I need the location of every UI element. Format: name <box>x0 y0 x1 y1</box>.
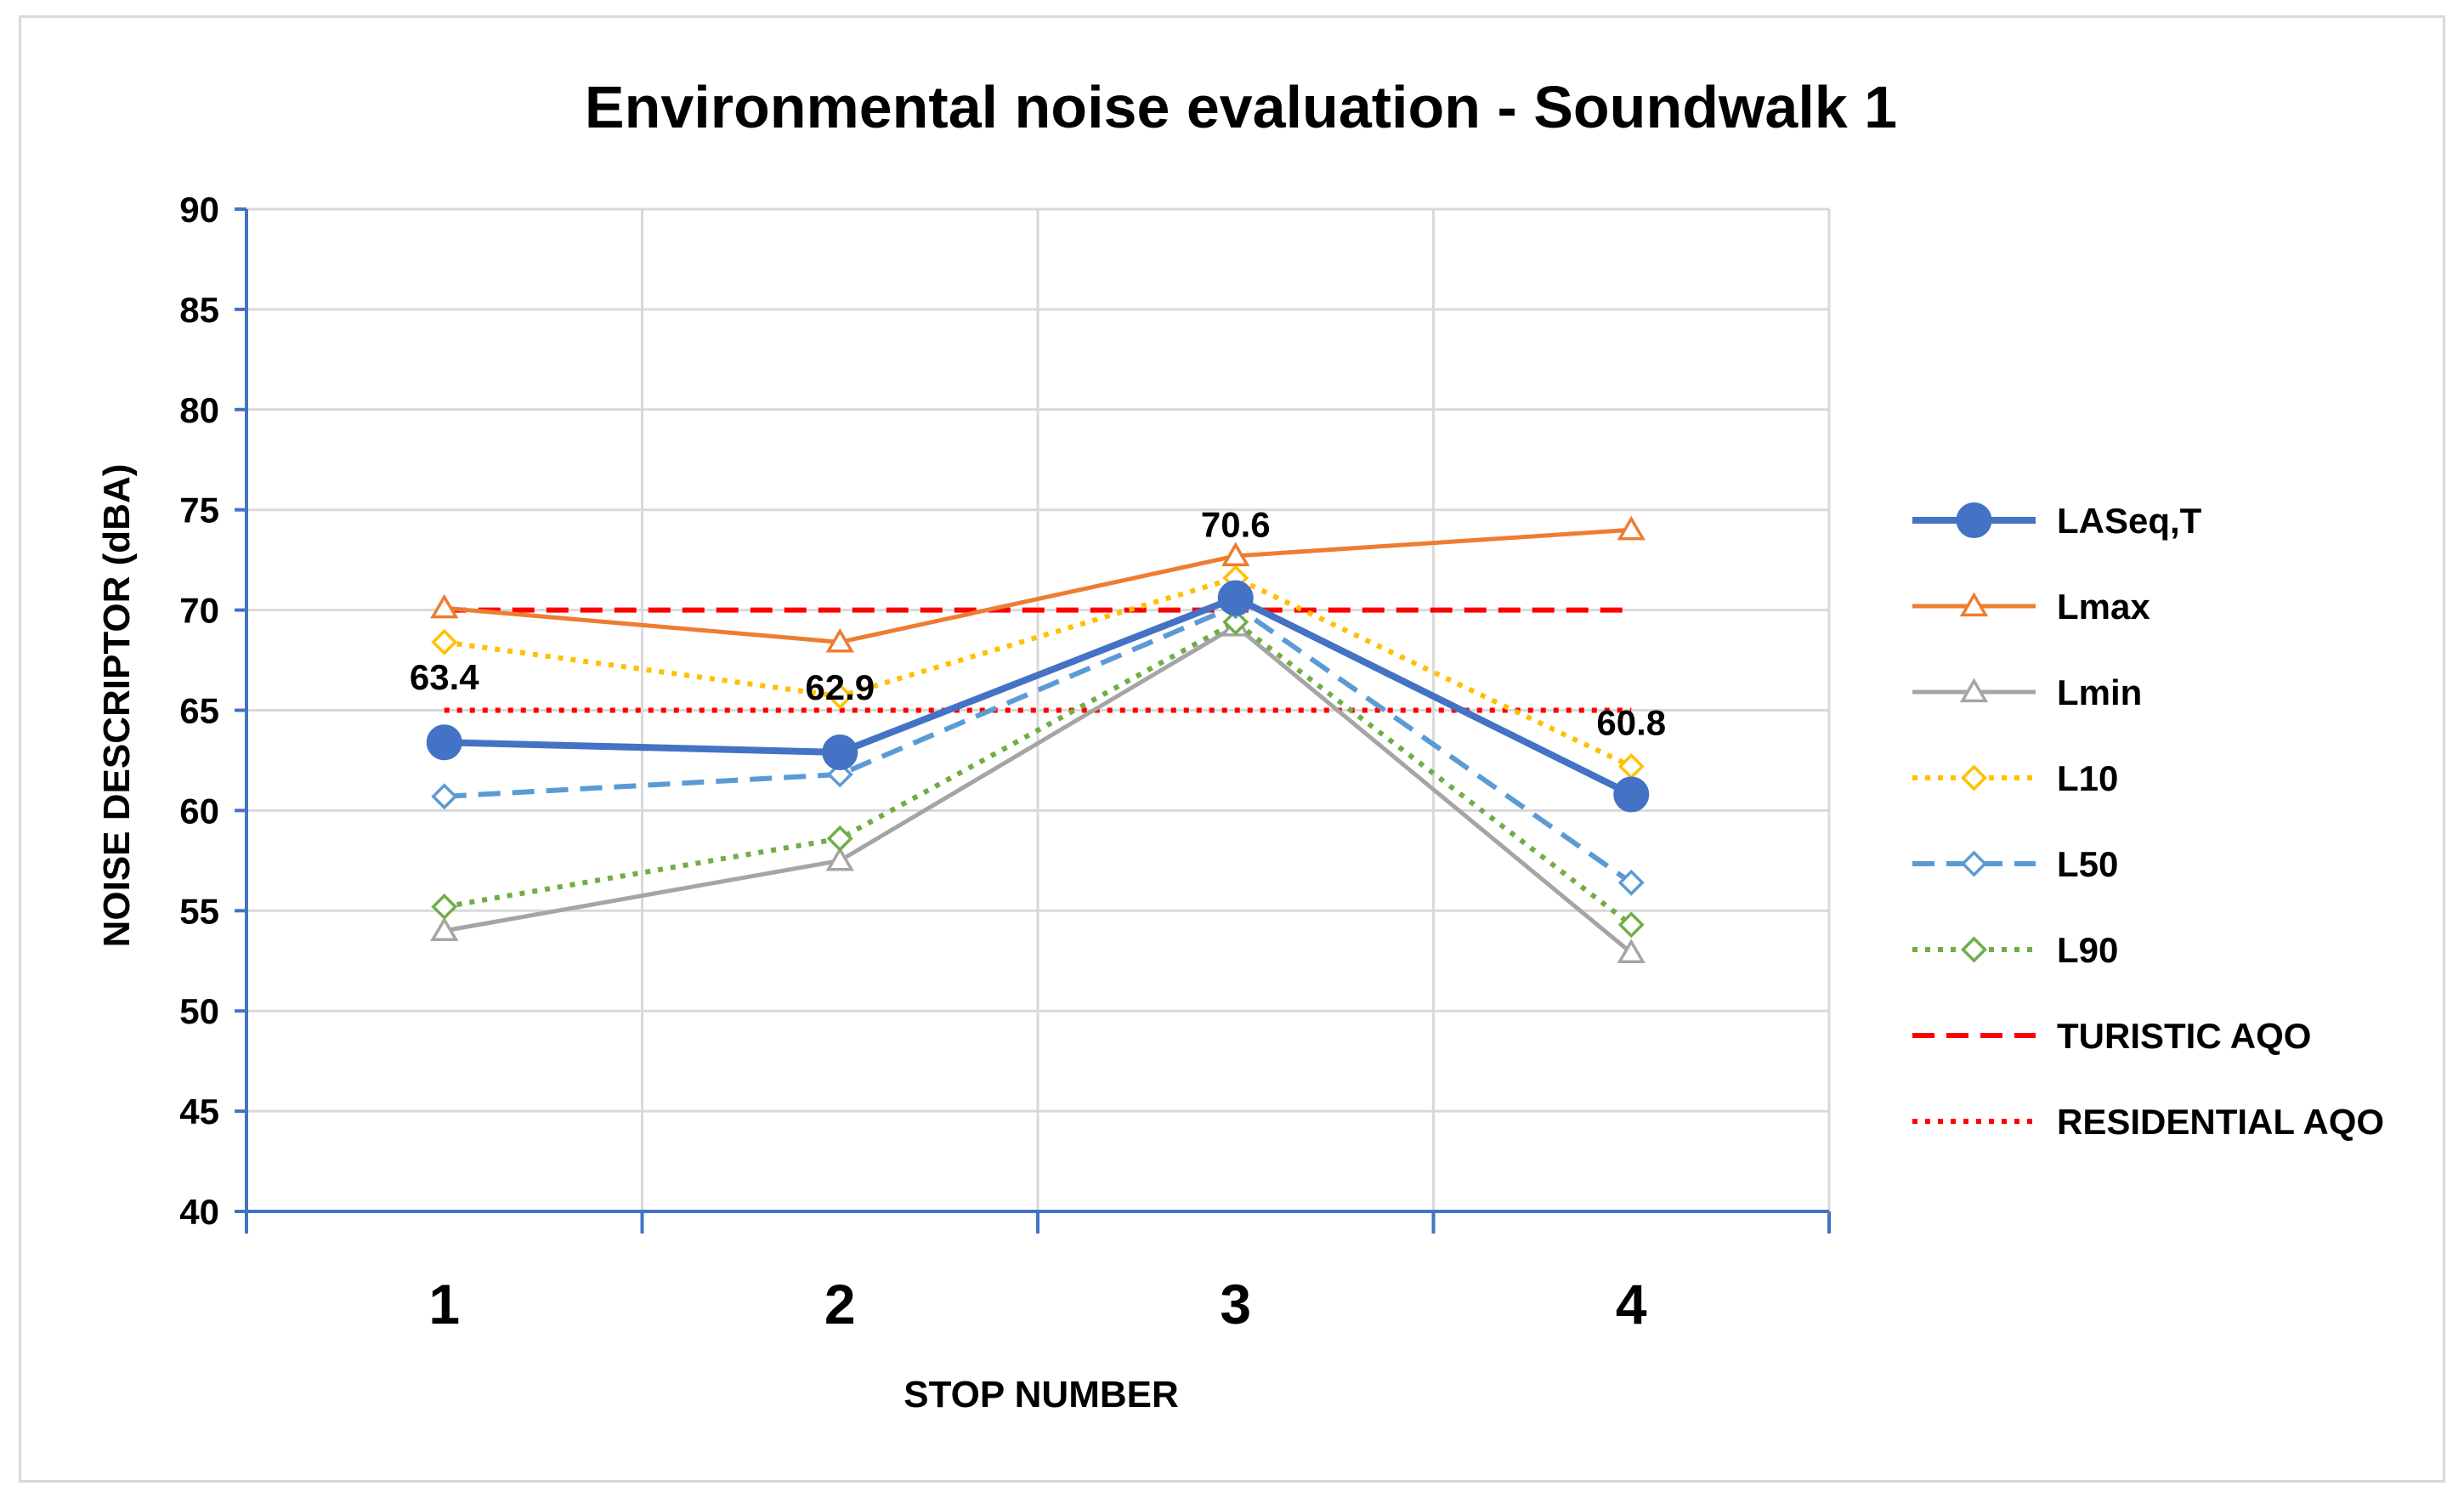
marker-laseq-t <box>1613 776 1650 813</box>
marker-lmin <box>1617 939 1645 963</box>
marker-laseq-t <box>822 734 858 771</box>
series-line-lmin <box>444 623 1633 955</box>
y-tick-label: 55 <box>179 891 219 931</box>
x-tick-label: 3 <box>1220 1273 1251 1336</box>
y-tick-label: 70 <box>179 591 219 631</box>
legend-label: Lmax <box>2057 587 2150 627</box>
marker-l50 <box>431 783 458 810</box>
y-tick-label: 90 <box>179 190 219 230</box>
legend-label: L50 <box>2057 844 2118 884</box>
x-axis-title: STOP NUMBER <box>903 1374 1179 1415</box>
marker-lmax <box>430 593 459 619</box>
legend-marker <box>1956 502 1992 538</box>
legend-marker <box>1959 592 1989 617</box>
marker-lmin <box>825 846 854 871</box>
series-lmax <box>430 515 1645 653</box>
x-tick-label: 2 <box>824 1273 856 1336</box>
legend-item-turistic-aqo: TURISTIC AQO <box>1912 1016 2311 1056</box>
marker-l90 <box>1617 911 1645 939</box>
data-label: 60.8 <box>1596 703 1666 743</box>
marker-l90 <box>826 825 853 852</box>
marker-lmin <box>430 916 459 942</box>
data-label: 62.9 <box>805 667 875 707</box>
legend-item-l50: L50 <box>1912 844 2118 884</box>
data-label: 63.4 <box>410 657 479 697</box>
data-label: 70.6 <box>1201 504 1271 544</box>
series-line-lmax <box>444 527 1632 644</box>
marker-lmax <box>1617 515 1645 541</box>
y-tick-label: 85 <box>179 290 219 330</box>
x-tick-label: 4 <box>1616 1273 1647 1336</box>
legend-label: Lmin <box>2057 672 2142 712</box>
marker-l50 <box>1617 869 1645 896</box>
series-lines <box>426 515 1650 963</box>
series-line-l50 <box>444 603 1633 885</box>
legend-marker <box>1959 678 1989 703</box>
y-tick-labels: 40 45 50 55 60 65 70 75 80 85 90 <box>179 190 219 1232</box>
legend-label: TURISTIC AQO <box>2057 1016 2311 1056</box>
legend: LASeq,T Lmax Lmin L10 L50 L90 TURISTIC AQO RESI… <box>1912 501 2384 1142</box>
legend-marker <box>1961 764 1987 791</box>
series-l90 <box>431 609 1645 939</box>
x-tick-label: 1 <box>428 1273 460 1336</box>
gridlines <box>246 207 1831 1211</box>
data-labels: 63.4 62.9 70.6 60.8 <box>410 504 1666 742</box>
marker-lmax <box>825 627 854 653</box>
y-axis-title: NOISE DESCRIPTOR (dBA) <box>96 464 138 948</box>
marker-laseq-t <box>1217 580 1254 616</box>
x-tick-labels: 1 2 3 4 <box>428 1273 1647 1336</box>
y-tick-label: 60 <box>179 791 219 831</box>
legend-item-lmin: Lmin <box>1912 672 2142 712</box>
legend-item-lmax: Lmax <box>1912 587 2150 627</box>
y-tick-label: 40 <box>179 1192 219 1232</box>
legend-item-l10: L10 <box>1912 758 2118 798</box>
y-tick-label: 50 <box>179 991 219 1031</box>
chart-title: Environmental noise evaluation - Soundwa… <box>585 74 1897 140</box>
series-laseq-t <box>426 580 1650 813</box>
marker-l10 <box>1617 753 1645 780</box>
legend-item-l90: L90 <box>1912 930 2118 970</box>
y-tick-label: 65 <box>179 691 219 731</box>
series-line-l90 <box>444 619 1634 927</box>
y-tick-label: 75 <box>179 491 219 530</box>
legend-marker <box>1961 936 1987 963</box>
y-tick-label: 45 <box>179 1092 219 1132</box>
marker-l90 <box>431 893 458 921</box>
series-lmin <box>430 611 1645 963</box>
legend-item-residential-aqo: RESIDENTIAL AQO <box>1912 1102 2384 1142</box>
series-l10 <box>431 564 1645 780</box>
legend-label: LASeq,T <box>2057 501 2202 541</box>
legend-label: L10 <box>2057 758 2118 798</box>
axes <box>235 207 1831 1234</box>
marker-laseq-t <box>426 724 462 761</box>
marker-lmax <box>1221 542 1250 567</box>
legend-label: L90 <box>2057 930 2118 970</box>
chart-frame <box>19 15 2445 1483</box>
legend-item-laseq-t: LASeq,T <box>1912 501 2202 541</box>
legend-label: RESIDENTIAL AQO <box>2057 1102 2384 1142</box>
marker-l10 <box>826 683 853 710</box>
legend-marker <box>1961 850 1987 877</box>
marker-l90 <box>1222 609 1249 636</box>
marker-l10 <box>431 628 458 655</box>
series-line-laseq-t <box>444 594 1634 798</box>
y-tick-label: 80 <box>179 390 219 430</box>
